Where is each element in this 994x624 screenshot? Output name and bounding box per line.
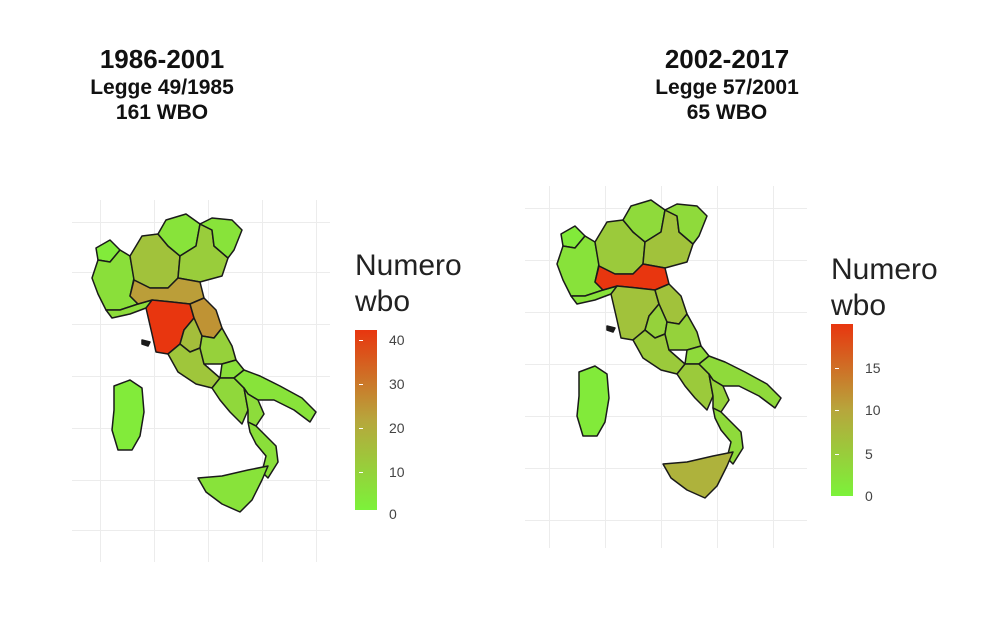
- legend-tick-0: 0: [359, 506, 397, 522]
- legend-title-line2: wbo: [831, 289, 887, 322]
- period-title: 1986-2001: [99, 44, 225, 74]
- region-calabria: [712, 407, 744, 465]
- wbo-count: 65 WBO: [686, 101, 768, 125]
- wbo-count: 161 WBO: [115, 101, 209, 125]
- region-sardegna: [576, 365, 610, 437]
- region-lazio: [632, 329, 686, 375]
- region-sicilia: [662, 451, 734, 499]
- region-friuli-venezia-giulia: [199, 217, 243, 259]
- legend-gradient-bar: [831, 324, 853, 496]
- legend-tick-10: 10: [835, 402, 881, 418]
- legend-tick-40: 40: [359, 332, 405, 348]
- panel-2002-2017: 2002-2017 Legge 57/2001 65 WBO: [497, 0, 994, 624]
- color-legend: Numero wbo 15 10 5 0: [831, 252, 961, 512]
- panel-titles: 1986-2001 Legge 49/1985 161 WBO: [62, 44, 262, 126]
- color-legend: Numero wbo 40 30 20 10 0: [355, 248, 485, 528]
- legend-title-line1: Numero: [831, 253, 938, 286]
- region-friuli-venezia-giulia: [664, 203, 708, 245]
- legend-title-line2: wbo: [355, 285, 411, 318]
- legend-title-line1: Numero: [355, 249, 462, 282]
- period-title: 2002-2017: [664, 44, 790, 74]
- italy-choropleth-map: [556, 199, 782, 499]
- legend-tick-10: 10: [359, 464, 405, 480]
- legend-tick-15: 15: [835, 360, 881, 376]
- italy-choropleth-map: [91, 213, 317, 513]
- region-lazio: [167, 343, 221, 389]
- region-sardegna: [111, 379, 145, 451]
- region-calabria: [247, 421, 279, 479]
- legend-tick-30: 30: [359, 376, 405, 392]
- region-sicilia: [197, 465, 269, 513]
- legend-tick-5: 5: [835, 446, 873, 462]
- law-subtitle: Legge 57/2001: [655, 76, 799, 100]
- legend-tick-20: 20: [359, 420, 405, 436]
- island-elba: [606, 325, 616, 333]
- panel-1986-2001: 1986-2001 Legge 49/1985 161 WBO: [62, 44, 485, 562]
- panel-titles: 2002-2017 Legge 57/2001 65 WBO: [627, 44, 827, 126]
- legend-tick-0: 0: [835, 488, 873, 504]
- legend-gradient-bar: [355, 330, 377, 510]
- law-subtitle: Legge 49/1985: [90, 76, 234, 100]
- island-elba: [141, 339, 151, 347]
